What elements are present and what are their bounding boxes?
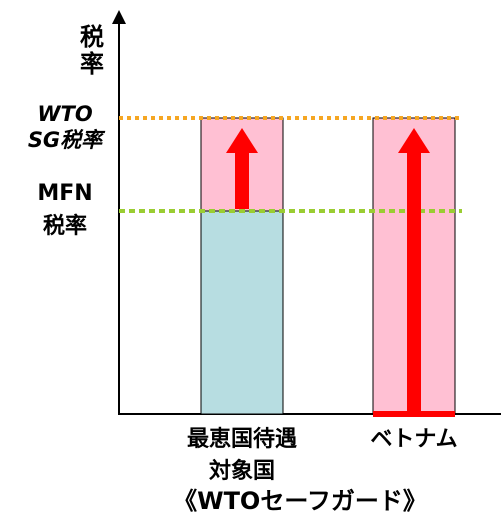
y-axis-label-line2: 率 bbox=[80, 50, 104, 78]
category-mfn-label-line1: 最恵国待遇 bbox=[186, 427, 297, 452]
mfn-arrow-shaft bbox=[235, 152, 249, 209]
vietnam-arrow-head-icon bbox=[398, 128, 430, 153]
y-axis-label-line1: 税 bbox=[80, 23, 104, 51]
mfn-rate-label-line2: 税率 bbox=[42, 214, 87, 239]
category-mfn-label: 最恵国待遇 対象国 bbox=[152, 424, 332, 488]
y-axis-label: 税 率 bbox=[80, 24, 104, 78]
y-axis-arrow-icon bbox=[112, 10, 126, 24]
wto-sg-rate-label: WTO SG税率 bbox=[20, 101, 110, 153]
mfn-rate-label-line1: MFN bbox=[37, 181, 93, 206]
category-vietnam-label: ベトナム bbox=[344, 424, 484, 456]
mfn-arrow-head-icon bbox=[226, 128, 258, 153]
wto-sg-rate-label-line1: WTO bbox=[37, 102, 93, 126]
mfn-base-bar bbox=[200, 210, 284, 415]
caption: 《WTOセーフガード》 bbox=[173, 487, 427, 515]
category-vietnam-label-text: ベトナム bbox=[370, 427, 458, 452]
vietnam-arrow-shaft bbox=[407, 152, 421, 414]
category-mfn-label-line2: 対象国 bbox=[208, 459, 275, 484]
mfn-rate-label: MFN 税率 bbox=[22, 177, 108, 243]
wto-sg-rate-label-line2: SG税率 bbox=[27, 128, 103, 152]
